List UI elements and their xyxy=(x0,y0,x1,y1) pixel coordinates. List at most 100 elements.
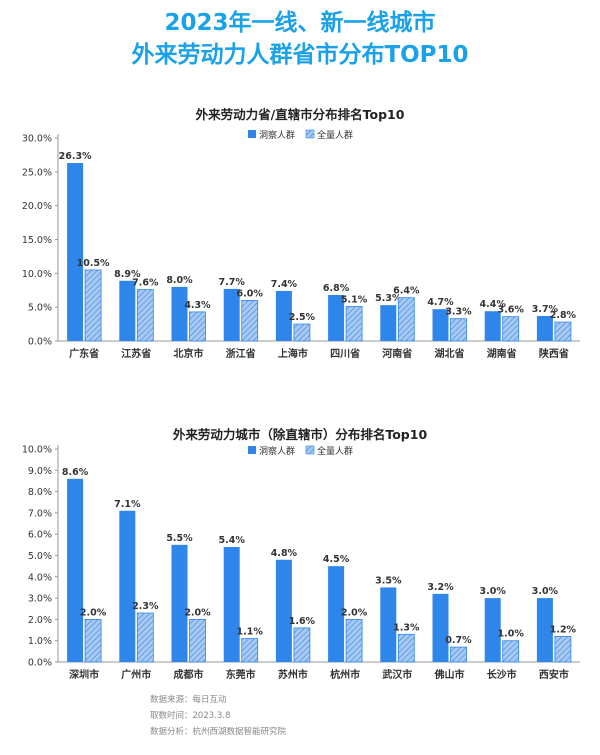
bar-full xyxy=(450,646,467,663)
data-label: 8.6% xyxy=(62,467,89,478)
y-tick-label: 2.0% xyxy=(28,615,52,626)
y-tick-label: 3.0% xyxy=(28,594,52,605)
bar-observed xyxy=(536,315,553,341)
bar-observed xyxy=(223,288,240,341)
data-label: 3.0% xyxy=(480,586,507,597)
legend-observed-label: 洞察人群 xyxy=(259,445,295,457)
bar-full xyxy=(345,618,363,663)
x-tick-label: 武汉市 xyxy=(382,668,412,681)
bar-observed xyxy=(536,598,553,662)
bar-observed xyxy=(67,163,84,341)
city-bar-chart: 洞察人群 全量人群 0.0% 1.0% 2.0% 3.0% 4.0% 5.0% 6.0% 7.0%… xyxy=(22,445,580,681)
data-label: 26.3% xyxy=(59,151,92,162)
y-tick-label: 30.0% xyxy=(22,134,52,145)
y-tick-label: 8.0% xyxy=(28,487,52,498)
x-tick-label: 上海市 xyxy=(278,347,308,360)
bar-observed xyxy=(432,593,449,662)
footer-source: 数据来源：每日互动 xyxy=(150,695,227,705)
data-label: 5.3% xyxy=(375,293,402,304)
x-tick-label: 北京市 xyxy=(174,347,204,360)
bar-full xyxy=(293,627,311,663)
bar-observed xyxy=(484,598,501,662)
data-label: 6.4% xyxy=(393,286,420,297)
data-label: 2.0% xyxy=(80,607,107,618)
data-label: 5.1% xyxy=(341,294,368,305)
chart2-title: 外来劳动力城市（除直辖市）分布排名Top10 xyxy=(172,427,428,442)
data-label: 2.5% xyxy=(289,312,316,323)
x-tick-label: 湖南省 xyxy=(487,347,517,360)
bar-observed xyxy=(119,280,136,341)
bar-full xyxy=(189,311,206,342)
x-tick-label: 长沙市 xyxy=(487,668,517,681)
x-tick-label: 江苏省 xyxy=(121,347,151,360)
data-label: 10.5% xyxy=(77,258,110,269)
data-label: 6.8% xyxy=(323,283,350,294)
bar-full xyxy=(345,306,363,342)
data-label: 1.3% xyxy=(393,622,420,633)
y-tick-label: 0.0% xyxy=(28,337,52,348)
page-title-line1: 2023年一线、新一线城市 xyxy=(164,10,436,36)
data-label: 7.1% xyxy=(114,499,141,510)
x-tick-label: 成都市 xyxy=(174,668,204,681)
data-label: 6.0% xyxy=(237,288,264,299)
data-label: 4.8% xyxy=(271,548,298,559)
legend-observed-swatch xyxy=(248,130,256,138)
x-tick-label: 河南省 xyxy=(382,347,412,360)
data-label: 3.6% xyxy=(498,305,525,316)
bar-observed xyxy=(275,290,292,341)
y-tick-label: 7.0% xyxy=(28,508,52,519)
data-label: 1.1% xyxy=(237,627,264,638)
data-label: 8.0% xyxy=(166,275,193,286)
x-tick-label: 苏州市 xyxy=(278,668,308,681)
bar-full xyxy=(397,633,415,663)
data-label: 2.8% xyxy=(550,310,577,321)
data-label: 4.5% xyxy=(323,554,350,565)
bar-full xyxy=(502,316,520,342)
data-label: 1.0% xyxy=(498,629,525,640)
bar-full xyxy=(136,612,154,663)
data-label: 4.7% xyxy=(427,297,454,308)
x-tick-label: 西安市 xyxy=(539,668,569,681)
y-tick-label: 0.0% xyxy=(28,658,52,669)
bar-observed xyxy=(380,587,397,662)
bar-full xyxy=(502,640,520,663)
data-label: 0.7% xyxy=(445,635,472,646)
data-label: 3.3% xyxy=(445,307,472,318)
data-label: 8.9% xyxy=(114,269,141,280)
bar-full xyxy=(84,269,102,342)
data-label: 3.2% xyxy=(427,582,454,593)
x-tick-label: 广州市 xyxy=(121,668,151,681)
data-label: 5.4% xyxy=(219,535,246,546)
y-tick-label: 9.0% xyxy=(28,466,52,477)
data-label: 2.0% xyxy=(184,607,211,618)
bar-observed xyxy=(484,311,501,341)
data-label: 7.7% xyxy=(219,277,246,288)
data-label: 1.2% xyxy=(550,624,577,635)
footer-analysis: 数据分析：杭州西湖数据智能研究院 xyxy=(150,727,287,737)
x-tick-label: 东莞市 xyxy=(226,668,256,681)
data-label: 2.3% xyxy=(132,601,159,612)
x-tick-label: 浙江省 xyxy=(226,347,256,360)
y-tick-label: 6.0% xyxy=(28,530,52,541)
y-tick-label: 20.0% xyxy=(22,201,52,212)
data-label: 7.4% xyxy=(271,279,298,290)
data-label: 3.0% xyxy=(532,586,559,597)
page-title-line2: 外来劳动力人群省市分布TOP10 xyxy=(131,42,469,68)
x-tick-label: 陕西省 xyxy=(539,347,569,360)
y-tick-label: 10.0% xyxy=(22,269,52,280)
bar-observed xyxy=(171,286,188,341)
bar-full xyxy=(554,321,572,342)
x-tick-label: 深圳市 xyxy=(69,668,99,681)
bar-observed xyxy=(67,478,84,662)
data-label: 3.7% xyxy=(532,304,559,315)
bar-observed xyxy=(328,294,345,341)
bar-observed xyxy=(223,546,240,662)
legend-observed-label: 洞察人群 xyxy=(259,129,295,141)
x-tick-label: 广东省 xyxy=(69,347,99,360)
x-tick-label: 湖北省 xyxy=(435,347,465,360)
footer-time: 取数时间：2023.3.8 xyxy=(150,711,231,721)
data-label: 5.5% xyxy=(166,533,193,544)
bar-full xyxy=(84,618,102,663)
y-tick-label: 10.0% xyxy=(22,445,52,456)
legend-full-swatch xyxy=(305,129,315,139)
